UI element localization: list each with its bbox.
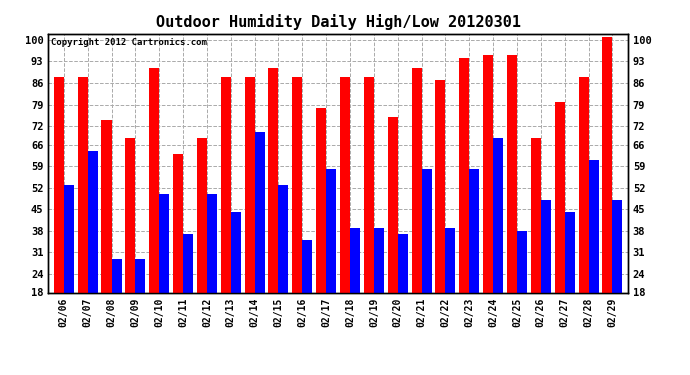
Bar (507, 56, 517, 348)
Bar (364, 77, 374, 348)
Bar (221, 77, 230, 348)
Text: Copyright 2012 Cartronics.com: Copyright 2012 Cartronics.com (51, 38, 207, 46)
Bar (54, 77, 63, 348)
Bar (350, 228, 360, 348)
Bar (422, 169, 432, 348)
Bar (446, 228, 455, 348)
Bar (435, 80, 446, 348)
Bar (101, 120, 112, 348)
Bar (340, 77, 350, 348)
Bar (112, 259, 121, 348)
Bar (517, 231, 527, 348)
Bar (159, 194, 169, 348)
Bar (197, 138, 207, 348)
Bar (302, 240, 313, 348)
Bar (135, 259, 146, 348)
Bar (541, 200, 551, 348)
Bar (493, 138, 503, 348)
Bar (555, 102, 564, 348)
Bar (268, 68, 279, 348)
Bar (207, 194, 217, 348)
Bar (326, 169, 336, 348)
Bar (183, 234, 193, 348)
Bar (602, 37, 613, 348)
Bar (279, 185, 288, 348)
Bar (531, 138, 541, 348)
Bar (564, 212, 575, 348)
Title: Outdoor Humidity Daily High/Low 20120301: Outdoor Humidity Daily High/Low 20120301 (156, 14, 520, 30)
Bar (173, 154, 183, 348)
Bar (411, 68, 422, 348)
Bar (613, 200, 622, 348)
Bar (316, 108, 326, 348)
Bar (78, 77, 88, 348)
Bar (126, 138, 135, 348)
Bar (483, 56, 493, 348)
Bar (63, 185, 74, 348)
Bar (88, 151, 98, 348)
Bar (589, 160, 598, 348)
Bar (293, 77, 302, 348)
Bar (230, 212, 241, 348)
Bar (388, 117, 397, 348)
Bar (578, 77, 589, 348)
Bar (469, 169, 480, 348)
Bar (244, 77, 255, 348)
Bar (460, 58, 469, 348)
Bar (255, 132, 265, 348)
Bar (149, 68, 159, 348)
Bar (397, 234, 408, 348)
Bar (374, 228, 384, 348)
